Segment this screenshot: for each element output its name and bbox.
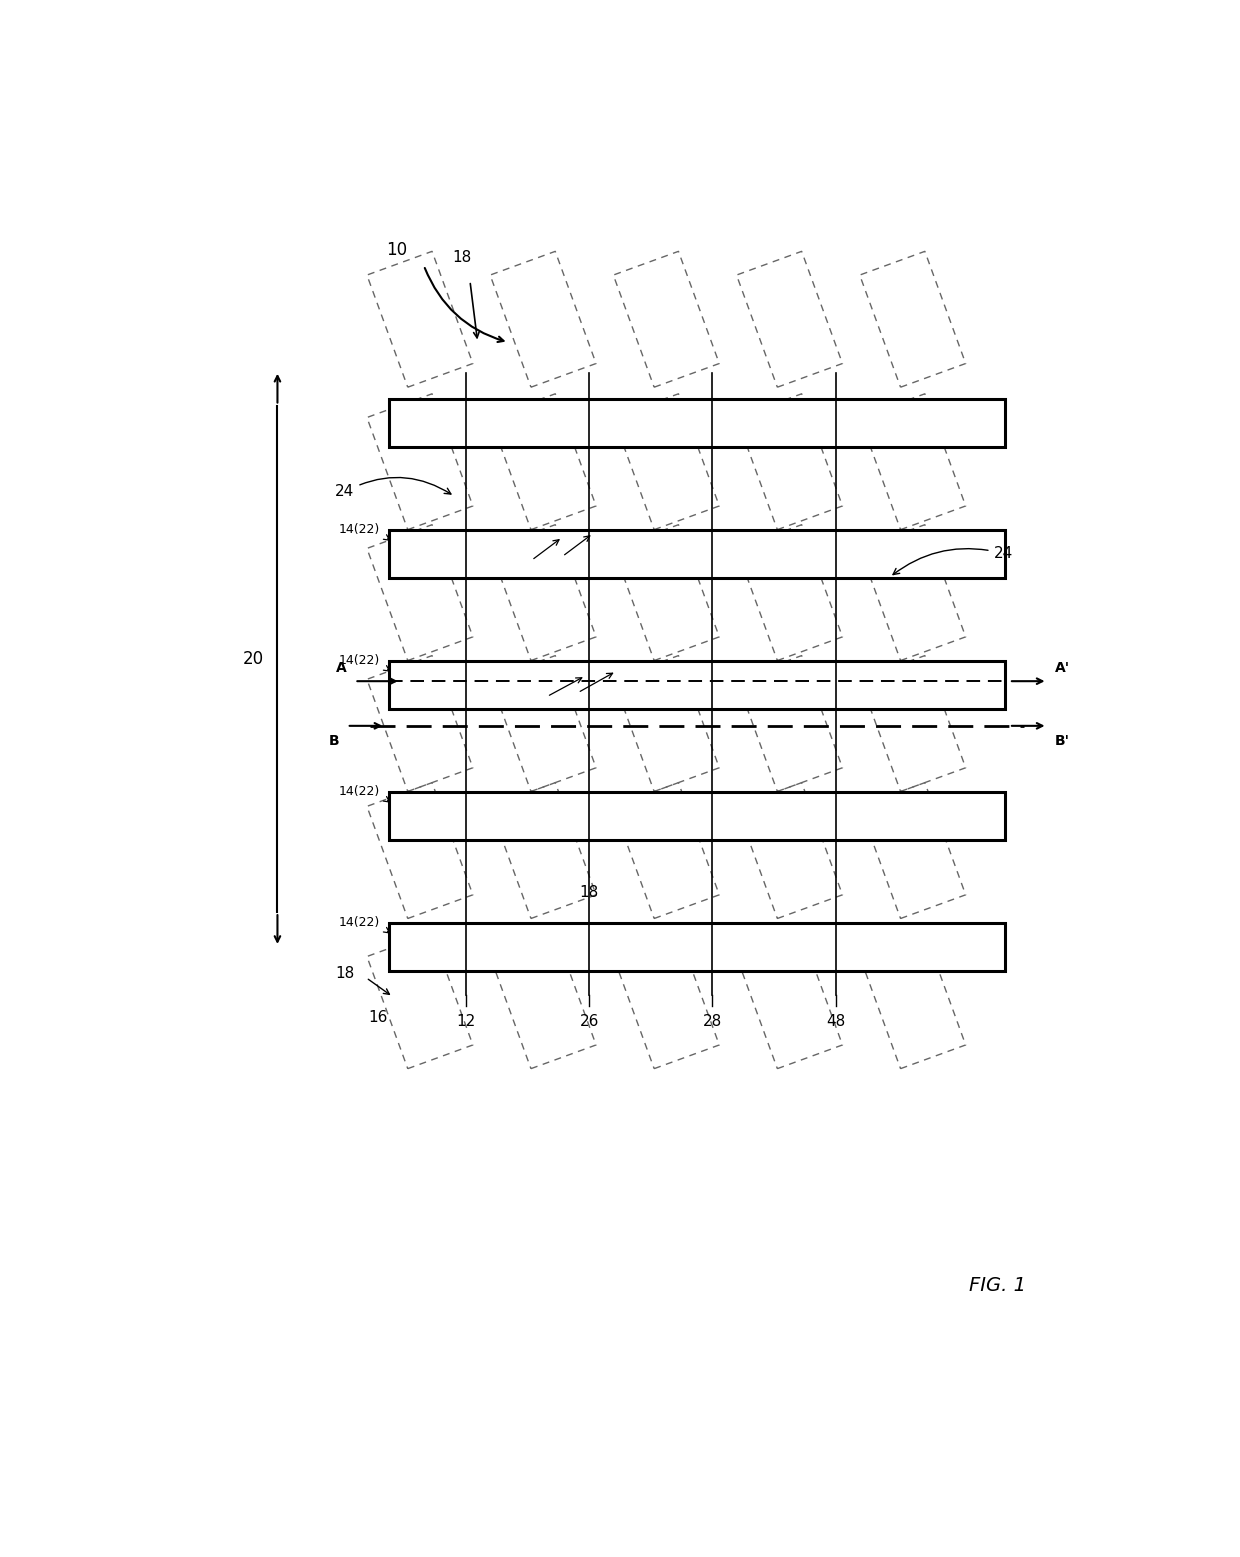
Text: 26: 26	[579, 1014, 599, 1029]
Text: 14(22): 14(22)	[339, 654, 379, 666]
Text: 48: 48	[826, 1014, 846, 1029]
Text: 18: 18	[453, 251, 472, 265]
Text: 12: 12	[456, 1014, 476, 1029]
Text: 24: 24	[335, 478, 451, 500]
Text: FIG. 1: FIG. 1	[968, 1277, 1025, 1295]
Text: 14(22): 14(22)	[339, 785, 379, 797]
Text: B': B'	[1055, 733, 1070, 747]
Text: B: B	[329, 733, 339, 747]
Text: 18: 18	[579, 886, 599, 900]
Text: 24: 24	[893, 547, 1013, 575]
Text: 16: 16	[368, 1010, 387, 1025]
Bar	[389, 793, 1006, 839]
Text: 14(22): 14(22)	[339, 916, 379, 928]
Text: 14(22): 14(22)	[339, 523, 379, 536]
Bar	[389, 923, 1006, 970]
Bar	[389, 531, 1006, 578]
Text: 28: 28	[703, 1014, 722, 1029]
Bar	[389, 662, 1006, 708]
Text: 20: 20	[243, 649, 264, 668]
Text: A: A	[336, 662, 347, 676]
Bar	[389, 399, 1006, 447]
Text: A': A'	[1055, 662, 1070, 676]
Text: 18: 18	[335, 967, 355, 981]
Text: 10: 10	[386, 241, 408, 258]
